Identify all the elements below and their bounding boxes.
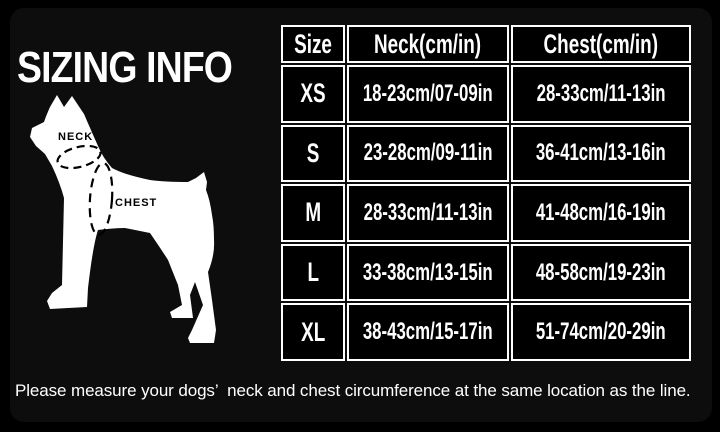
size-cell: XL	[281, 303, 345, 361]
neck-measure-ellipse	[56, 144, 102, 170]
chest-cell: 48-58cm/19-23in	[511, 243, 691, 302]
size-cell: L	[281, 243, 345, 302]
column-header-chest: Chest(cm/in)	[511, 25, 691, 63]
dog-silhouette	[30, 95, 216, 343]
chest-cell: 51-74cm/20-29in	[511, 303, 691, 361]
chest-cell: 28-33cm/11-13in	[511, 65, 691, 123]
neck-cell: 38-43cm/15-17in	[347, 303, 509, 361]
measurement-instruction: Please measure your dogs’ neck and chest…	[15, 381, 691, 400]
column-header-size: Size	[281, 25, 345, 63]
chest-label: CHEST	[115, 197, 157, 209]
neck-cell: 18-23cm/07-09in	[347, 65, 509, 123]
chest-cell: 36-41cm/13-16in	[511, 124, 691, 183]
chest-cell: 41-48cm/16-19in	[511, 184, 691, 242]
size-chart-table: Size Neck(cm/in) Chest(cm/in) XS 18-23cm…	[281, 25, 691, 361]
size-cell: M	[281, 184, 345, 242]
page-title-text: SIZING INFO	[17, 43, 233, 93]
neck-cell: 33-38cm/13-15in	[347, 243, 509, 302]
size-cell: XS	[281, 65, 345, 123]
dog-measurement-diagram: NECK CHEST	[15, 80, 250, 350]
dog-silhouette-illustration: NECK CHEST	[30, 95, 216, 343]
page-title: SIZING INFO	[17, 43, 270, 93]
column-header-neck: Neck(cm/in)	[347, 25, 509, 63]
size-cell: S	[281, 124, 345, 183]
neck-cell: 28-33cm/11-13in	[347, 184, 509, 242]
neck-cell: 23-28cm/09-11in	[347, 124, 509, 183]
neck-label: NECK	[58, 131, 93, 143]
chest-measure-ellipse	[88, 161, 114, 237]
